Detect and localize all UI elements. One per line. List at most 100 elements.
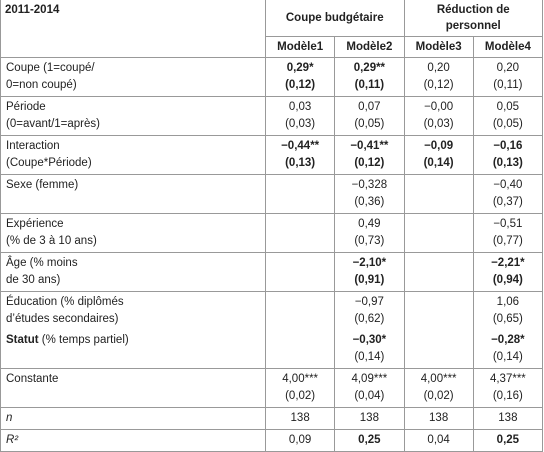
coefficient: −0,28* bbox=[491, 334, 525, 346]
coefficient: −0,00 bbox=[424, 101, 454, 113]
label-line: Éducation (% diplômés bbox=[6, 296, 124, 308]
empty bbox=[271, 332, 329, 349]
row-label: Éducation (% diplômés d’études secondaire… bbox=[0, 291, 266, 330]
label-line: (% de 3 à 10 ans) bbox=[6, 235, 97, 247]
value-cell: −0,40 (0,37) bbox=[472, 174, 544, 214]
coefficient: −2,21* bbox=[491, 257, 525, 269]
empty bbox=[410, 272, 468, 289]
empty bbox=[271, 294, 329, 311]
value-cell: 0,20 (0,11) bbox=[472, 57, 544, 97]
value-cell: 0,05 (0,05) bbox=[472, 96, 544, 136]
value-cell bbox=[264, 252, 336, 292]
value-cell: −2,10* (0,91) bbox=[334, 252, 405, 292]
value-cell bbox=[403, 252, 474, 292]
table-row: n 138 138 138 138 bbox=[0, 407, 544, 430]
empty bbox=[410, 233, 468, 250]
standard-error: (0,77) bbox=[492, 235, 523, 247]
label-line: Statut (% temps partiel) bbox=[6, 332, 260, 349]
label-line: (0=avant/1=après) bbox=[6, 118, 100, 130]
standard-error: (0,62) bbox=[354, 313, 385, 325]
coefficient: 0,05 bbox=[496, 101, 520, 113]
empty bbox=[410, 216, 468, 233]
value-cell bbox=[264, 174, 336, 214]
standard-error: (0,36) bbox=[354, 196, 385, 208]
value-cell: 138 bbox=[264, 407, 336, 430]
coefficient: −2,10* bbox=[352, 257, 387, 269]
coefficient: −0,97 bbox=[354, 296, 384, 308]
standard-error: (0,14) bbox=[423, 157, 454, 169]
table-title: 2011-2014 bbox=[0, 0, 266, 58]
standard-error: (0,11) bbox=[493, 79, 523, 91]
table-row: Coupe (1=coupé/0=non coupé) 0,29* (0,12) 0,… bbox=[0, 57, 544, 97]
standard-error: (0,37) bbox=[492, 196, 523, 208]
table-body: Coupe (1=coupé/0=non coupé) 0,29* (0,12) 0,… bbox=[0, 57, 544, 452]
table-row: Période (0=avant/1=après) 0,03 (0,03) 0,07 (0… bbox=[0, 96, 544, 136]
empty bbox=[410, 294, 468, 311]
label-line: n bbox=[6, 412, 13, 424]
coefficient: 4,09*** bbox=[351, 373, 388, 385]
standard-error: (0,94) bbox=[492, 274, 523, 286]
coefficient: 0,09 bbox=[288, 434, 312, 446]
label-line: (Coupe*Période) bbox=[6, 157, 92, 169]
standard-error: (0,65) bbox=[492, 313, 523, 325]
coefficient: 0,29** bbox=[353, 62, 386, 74]
value-cell: 0,20 (0,12) bbox=[403, 57, 474, 97]
standard-error: (0,03) bbox=[285, 118, 316, 130]
coefficient: −0,328 bbox=[351, 179, 388, 191]
empty bbox=[271, 255, 329, 272]
table-row: Interaction (Coupe*Période) −0,44** (0,13) −… bbox=[0, 135, 544, 175]
label-line: Coupe (1=coupé/ bbox=[6, 62, 95, 74]
coefficient: −0,44** bbox=[281, 140, 320, 152]
label-line: R² bbox=[6, 434, 19, 446]
standard-error: (0,14) bbox=[492, 351, 523, 363]
group-header: Coupe budgétaire bbox=[265, 0, 405, 37]
coefficient: 4,37*** bbox=[489, 373, 526, 385]
value-cell bbox=[403, 213, 474, 253]
value-cell: −0,30* (0,14) bbox=[334, 330, 405, 369]
value-cell bbox=[403, 330, 474, 369]
row-label: Statut (% temps partiel) bbox=[0, 330, 266, 369]
table-row: Constante 4,00*** (0,02) 4,09*** (0,04) 4,00*… bbox=[0, 368, 544, 408]
coefficient: 138 bbox=[498, 412, 518, 424]
coefficient: 0,25 bbox=[358, 434, 381, 446]
standard-error: (0,14) bbox=[354, 351, 385, 363]
value-cell: 0,25 bbox=[472, 429, 544, 452]
value-cell: 1,06 (0,65) bbox=[472, 291, 544, 330]
row-label: R² bbox=[0, 429, 266, 452]
model-header: Modèle2 bbox=[334, 36, 405, 58]
label-text: Statut bbox=[6, 334, 39, 346]
coefficient: −0,40 bbox=[493, 179, 523, 191]
coefficient: 1,06 bbox=[496, 296, 520, 308]
value-cell: 0,25 bbox=[334, 429, 405, 452]
empty bbox=[410, 311, 468, 328]
empty bbox=[410, 349, 468, 366]
value-cell: 4,09*** (0,04) bbox=[334, 368, 405, 408]
coefficient: 0,03 bbox=[288, 101, 312, 113]
model-header: Modèle3 bbox=[403, 36, 474, 58]
coefficient: 4,00*** bbox=[282, 373, 319, 385]
value-cell bbox=[264, 330, 336, 369]
coefficient: 0,04 bbox=[427, 434, 450, 446]
empty bbox=[410, 177, 468, 194]
label-line: Âge (% moins bbox=[6, 257, 78, 269]
table-row: Sexe (femme) −0,328 (0,36) −0,40 (0,37) bbox=[0, 174, 544, 214]
label-text: (% temps partiel) bbox=[41, 334, 129, 346]
coefficient: 0,20 bbox=[427, 62, 450, 74]
value-cell: −2,21* (0,94) bbox=[472, 252, 544, 292]
value-cell: 0,03 (0,03) bbox=[264, 96, 336, 136]
value-cell: 0,09 bbox=[264, 429, 336, 452]
empty bbox=[271, 311, 329, 328]
standard-error: (0,02) bbox=[423, 390, 454, 402]
label-line: Interaction bbox=[6, 140, 60, 152]
coefficient: 138 bbox=[429, 412, 449, 424]
standard-error: (0,03) bbox=[423, 118, 454, 130]
coefficient: 0,20 bbox=[496, 62, 520, 74]
value-cell: 4,00*** (0,02) bbox=[403, 368, 474, 408]
label-line: d’études secondaires) bbox=[6, 313, 119, 325]
table-row: R² 0,09 0,25 0,04 0,25 bbox=[0, 429, 544, 452]
row-label: n bbox=[0, 407, 266, 430]
value-cell: 138 bbox=[334, 407, 405, 430]
standard-error: (0,12) bbox=[423, 79, 454, 91]
model-header: Modèle1 bbox=[264, 36, 336, 58]
